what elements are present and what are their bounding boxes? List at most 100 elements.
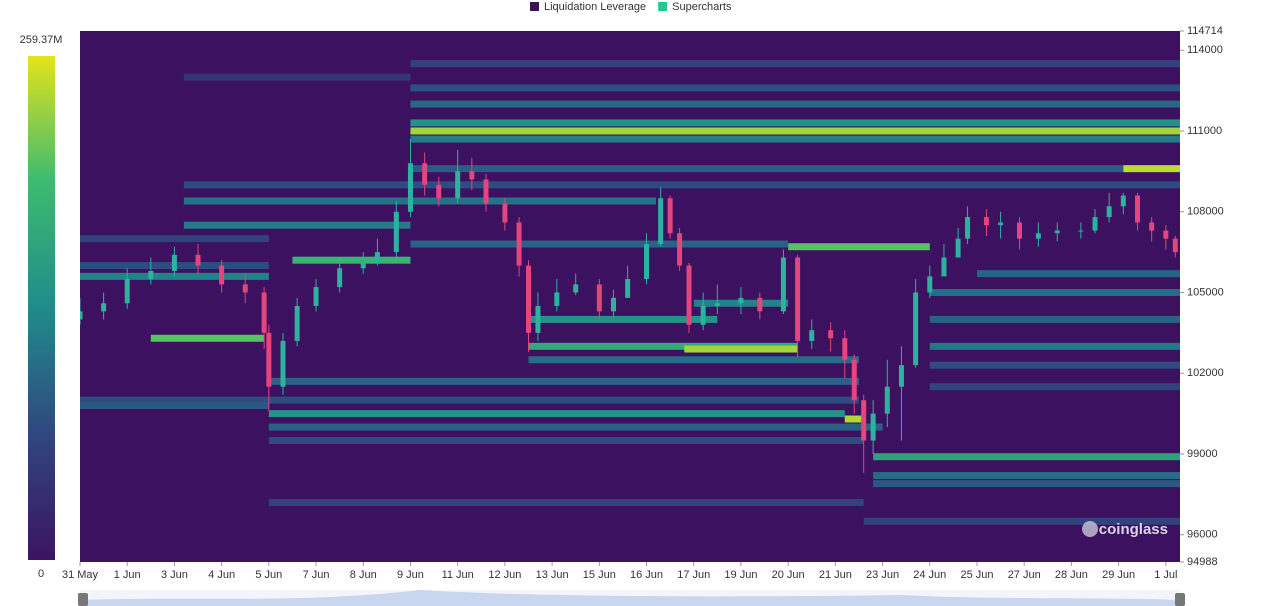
candle-body	[998, 222, 1004, 226]
candle-body	[677, 233, 683, 266]
candle-body	[436, 184, 442, 199]
x-tick-label: 17 Jun	[677, 569, 710, 581]
heat-band	[788, 243, 930, 251]
legend-swatch	[658, 2, 668, 11]
candle-body	[983, 217, 989, 226]
candle-body	[1163, 230, 1169, 239]
legend: Liquidation Leverage Supercharts	[530, 1, 732, 13]
x-tick-label: 1 Jun	[114, 569, 141, 581]
legend-swatch	[530, 2, 539, 11]
candle-body	[148, 270, 154, 280]
x-tick-label: 25 Jun	[960, 569, 993, 581]
candle-body	[516, 222, 522, 266]
heat-band	[80, 396, 859, 404]
heat-band	[410, 240, 789, 248]
candle-body	[80, 311, 83, 320]
heat-band	[873, 453, 1180, 461]
heat-band	[268, 498, 864, 506]
colorbar-label: 259.37M	[20, 34, 63, 46]
candle-body	[374, 252, 380, 263]
heat-band	[268, 437, 864, 445]
candle-body	[294, 305, 300, 341]
heat-band	[410, 84, 1180, 92]
x-tick-label: 15 Jun	[583, 569, 616, 581]
heat-band	[410, 119, 1180, 127]
candle-body	[422, 163, 428, 185]
heat-band	[268, 410, 845, 418]
x-tick-label: 24 Jun	[913, 569, 946, 581]
candle-body	[219, 265, 225, 285]
candle-body	[360, 262, 366, 269]
candle-body	[469, 171, 475, 180]
candle-body	[1035, 233, 1041, 239]
heat-band	[863, 517, 1180, 525]
candle-body	[658, 198, 664, 245]
candle-body	[1135, 195, 1141, 223]
x-tick-label: 27 Jun	[1008, 569, 1041, 581]
candle-body	[124, 279, 130, 304]
x-tick-label: 12 Jun	[488, 569, 521, 581]
x-tick-label: 1 Jul	[1154, 569, 1177, 581]
candle-body	[927, 276, 933, 293]
candle-body	[644, 244, 650, 280]
candle-body	[610, 297, 616, 312]
candle-body	[573, 284, 579, 293]
heat-band	[150, 334, 265, 342]
candle-body	[809, 330, 815, 341]
candle-body	[1092, 217, 1098, 231]
x-tick-label: 8 Jun	[350, 569, 377, 581]
y-tick-label: 105000	[1187, 286, 1224, 298]
y-tick-label: 102000	[1187, 367, 1224, 379]
candle-body	[1106, 206, 1112, 218]
x-tick-label: 4 Jun	[208, 569, 235, 581]
candles	[80, 139, 1178, 473]
heat-band	[528, 315, 718, 323]
candle-body	[596, 284, 602, 312]
candle-body	[171, 254, 177, 271]
navigator-handle[interactable]	[1175, 593, 1185, 606]
heat-band	[929, 361, 1180, 369]
navigator-handle[interactable]	[78, 593, 88, 606]
y-tick-label: 94988	[1187, 556, 1218, 568]
candle-body	[757, 297, 763, 312]
candle-body	[700, 305, 706, 325]
heatmap	[80, 60, 1180, 525]
watermark: coinglass	[1099, 521, 1168, 538]
x-tick-label: 9 Jun	[397, 569, 424, 581]
candle-body	[1149, 222, 1155, 231]
axes: 94988 96000 99000 102000 105000 108000 111000 1…	[62, 25, 1224, 581]
heat-band	[80, 402, 269, 410]
heat-band	[183, 221, 411, 229]
heat-band	[292, 256, 411, 264]
heat-band	[183, 181, 1180, 189]
heat-band	[976, 270, 1180, 278]
candle-body	[337, 268, 343, 288]
y-tick-label: 96000	[1187, 529, 1218, 541]
candle-body	[407, 163, 413, 212]
heat-band	[844, 415, 864, 423]
candle-body	[242, 284, 248, 293]
candle-body	[280, 340, 286, 387]
candle-body	[535, 305, 541, 333]
candle-body	[667, 198, 673, 234]
candle-body	[393, 211, 399, 253]
heat-band	[410, 100, 1180, 108]
x-tick-label: 7 Jun	[303, 569, 330, 581]
heat-band	[80, 235, 269, 243]
heat-band	[929, 315, 1180, 323]
legend-label: Supercharts	[672, 1, 732, 13]
heat-band	[528, 356, 859, 364]
x-tick-label: 29 Jun	[1102, 569, 1135, 581]
x-tick-label: 19 Jun	[724, 569, 757, 581]
heat-band	[929, 288, 1180, 296]
x-tick-label: 13 Jun	[536, 569, 569, 581]
x-tick-label: 23 Jun	[866, 569, 899, 581]
candle-body	[780, 257, 786, 312]
heat-band	[929, 342, 1180, 350]
legend-label: Liquidation Leverage	[544, 1, 646, 13]
candle-body	[738, 297, 744, 304]
candle-body	[842, 338, 848, 360]
candle-body	[525, 265, 531, 333]
